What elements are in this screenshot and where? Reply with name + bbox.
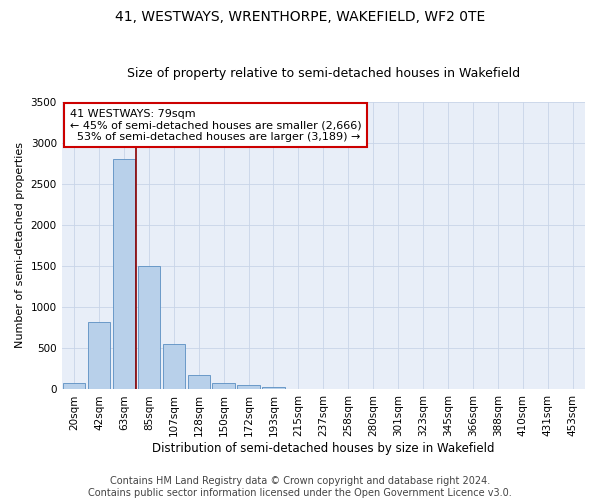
Bar <box>163 344 185 390</box>
Text: 41 WESTWAYS: 79sqm
← 45% of semi-detached houses are smaller (2,666)
  53% of se: 41 WESTWAYS: 79sqm ← 45% of semi-detache… <box>70 108 361 142</box>
Bar <box>63 383 85 390</box>
Bar <box>113 159 135 390</box>
Y-axis label: Number of semi-detached properties: Number of semi-detached properties <box>15 142 25 348</box>
Bar <box>137 266 160 390</box>
Bar <box>88 322 110 390</box>
Text: 41, WESTWAYS, WRENTHORPE, WAKEFIELD, WF2 0TE: 41, WESTWAYS, WRENTHORPE, WAKEFIELD, WF2… <box>115 10 485 24</box>
Bar <box>238 386 260 390</box>
X-axis label: Distribution of semi-detached houses by size in Wakefield: Distribution of semi-detached houses by … <box>152 442 494 455</box>
Title: Size of property relative to semi-detached houses in Wakefield: Size of property relative to semi-detach… <box>127 66 520 80</box>
Bar <box>188 376 210 390</box>
Bar <box>212 383 235 390</box>
Text: Contains HM Land Registry data © Crown copyright and database right 2024.
Contai: Contains HM Land Registry data © Crown c… <box>88 476 512 498</box>
Bar <box>262 388 285 390</box>
